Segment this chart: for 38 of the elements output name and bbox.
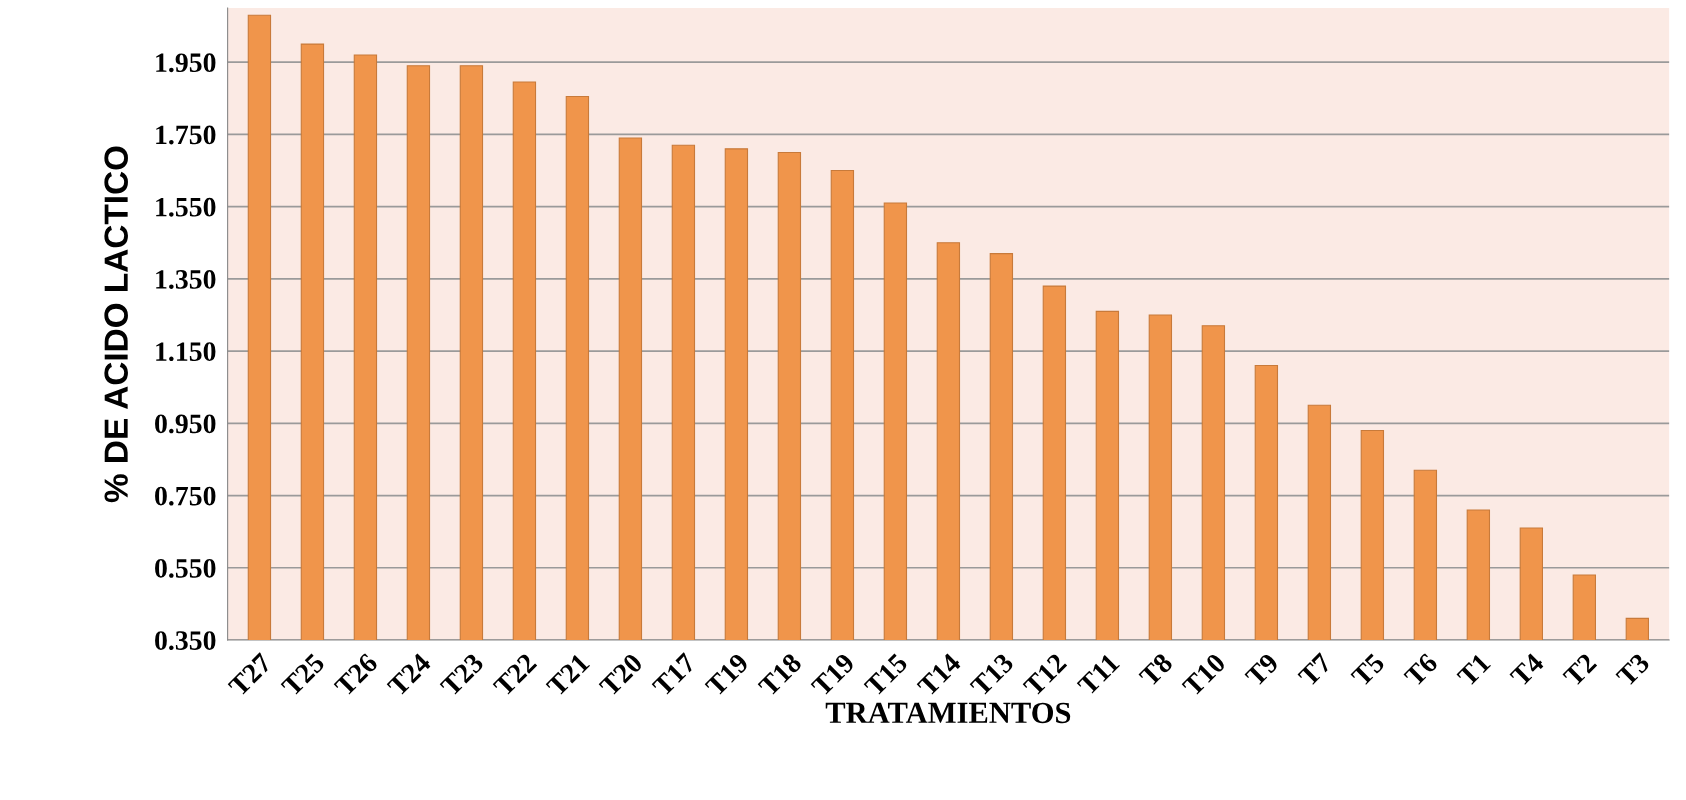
y-tick-label: 1.350 [156,270,216,289]
x-tick-label: T26 [333,652,379,698]
x-tick-label: T13 [969,652,1015,698]
x-tick-label: T17 [651,652,697,698]
x-axis-title: TRATAMIENTOS [825,702,1071,724]
x-tick-label: T20 [598,652,644,698]
x-tick-label: T2 [1562,652,1598,688]
x-tick-label: T9 [1244,652,1280,688]
x-tick-label: T5 [1350,652,1386,688]
y-tick-label: 0.950 [155,414,216,434]
y-tick-label: 1.150 [156,342,216,362]
x-tick-label: T19 [704,652,750,698]
x-tick-label: T12 [1022,652,1068,698]
x-tick-label: T18 [757,652,803,698]
x-tick-label: T4 [1509,652,1545,688]
y-tick-label: 1.750 [156,125,216,145]
x-tick-label: T7 [1297,652,1333,688]
x-tick-label: T10 [1181,652,1227,698]
x-tick-label: T23 [439,652,485,698]
x-tick-label: T22 [492,652,538,698]
x-tick-label: T25 [280,652,326,698]
x-tick-label: T27 [227,652,273,698]
y-tick-label: 0.750 [155,486,216,506]
x-tick-label: T19 [810,652,856,698]
x-tick-label: T14 [916,652,962,698]
y-tick-label: 0.350 [155,631,216,651]
x-tick-label: T21 [545,652,591,698]
y-tick-label: 0.550 [155,558,216,578]
x-tick-label: T1 [1456,652,1491,688]
x-tick-label: T24 [386,652,432,698]
x-tick-label: T11 [1076,652,1120,697]
x-tick-label: T15 [863,652,909,698]
y-axis-title: % DE ACIDO LACTICO [104,146,128,503]
y-tick-label: 1.950 [156,53,216,73]
x-tick-label: T3 [1615,652,1651,688]
x-tick-label: T8 [1138,652,1174,688]
y-tick-label: 1.550 [156,197,216,217]
x-tick-label: T6 [1403,652,1439,688]
